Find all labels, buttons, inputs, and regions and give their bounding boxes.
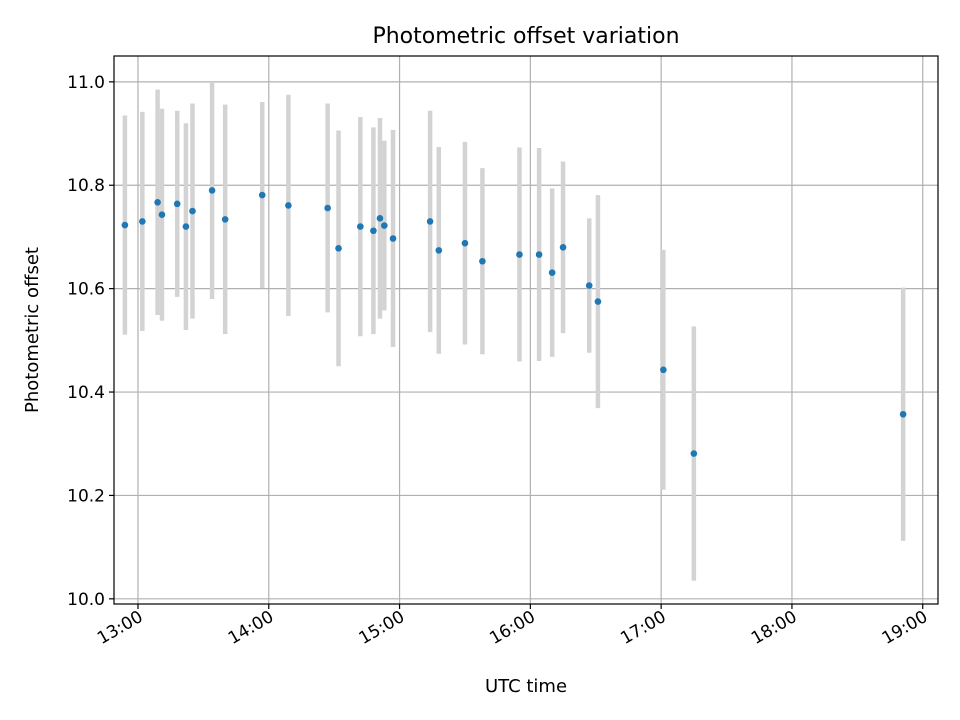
data-point xyxy=(121,221,129,229)
data-point xyxy=(182,223,190,230)
data-point xyxy=(335,245,342,252)
data-point xyxy=(516,251,523,258)
data-points xyxy=(121,187,907,457)
y-tick-label: 10.6 xyxy=(67,280,105,300)
data-point xyxy=(389,235,397,242)
data-point xyxy=(535,251,543,258)
data-point xyxy=(585,282,593,289)
data-point xyxy=(426,218,434,225)
data-point xyxy=(154,199,161,206)
data-point xyxy=(370,227,377,235)
y-tick-label: 11.0 xyxy=(67,73,105,93)
plot-frame xyxy=(113,55,939,605)
y-tick-label: 10.2 xyxy=(67,486,105,506)
chart-title: Photometric offset variation xyxy=(372,24,679,49)
y-tick-label: 10.8 xyxy=(67,176,105,196)
data-point xyxy=(435,247,443,254)
data-point xyxy=(660,366,667,374)
y-tick-label: 10.0 xyxy=(67,590,105,610)
data-point xyxy=(258,191,266,199)
x-axis-label: UTC time xyxy=(485,676,567,697)
data-point xyxy=(479,257,486,265)
data-point xyxy=(158,211,166,219)
data-point xyxy=(285,202,292,209)
data-point xyxy=(139,218,146,225)
data-point xyxy=(381,222,388,229)
y-tick-label: 10.4 xyxy=(67,383,105,403)
data-point xyxy=(189,207,196,215)
data-point xyxy=(899,410,907,418)
data-point xyxy=(690,450,698,457)
data-point xyxy=(559,243,567,251)
data-point xyxy=(594,298,602,305)
data-point xyxy=(324,204,331,212)
data-point xyxy=(376,215,384,222)
data-point xyxy=(357,223,364,230)
y-axis-label: Photometric offset xyxy=(22,247,43,413)
data-point xyxy=(548,269,556,276)
y-axis-ticks: 10.0 10.2 10.4 10.6 10.8 11.0 xyxy=(67,73,114,610)
data-point xyxy=(173,200,181,208)
data-point xyxy=(461,239,469,247)
data-point xyxy=(208,187,216,194)
data-point xyxy=(221,216,229,223)
